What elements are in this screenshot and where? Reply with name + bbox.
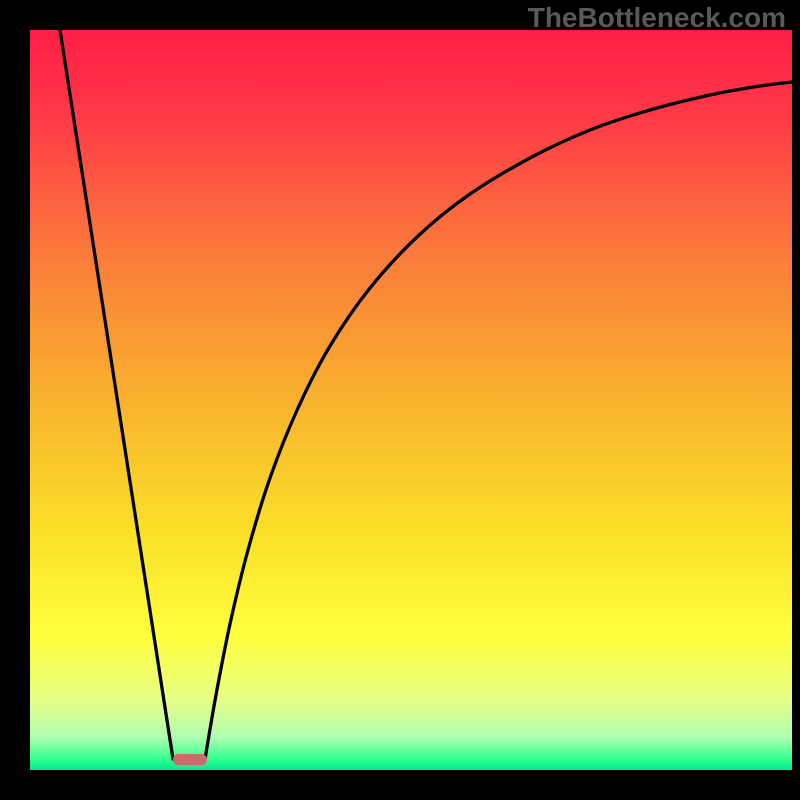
curve-layer (30, 30, 792, 770)
frame-right (792, 0, 800, 800)
left-line (60, 30, 173, 759)
right-curve (205, 82, 792, 759)
frame-left (0, 0, 30, 800)
plot-area (30, 30, 792, 770)
watermark-text: TheBottleneck.com (528, 2, 786, 34)
chart-container: TheBottleneck.com (0, 0, 800, 800)
valley-marker (173, 754, 207, 765)
frame-bottom (0, 770, 800, 800)
